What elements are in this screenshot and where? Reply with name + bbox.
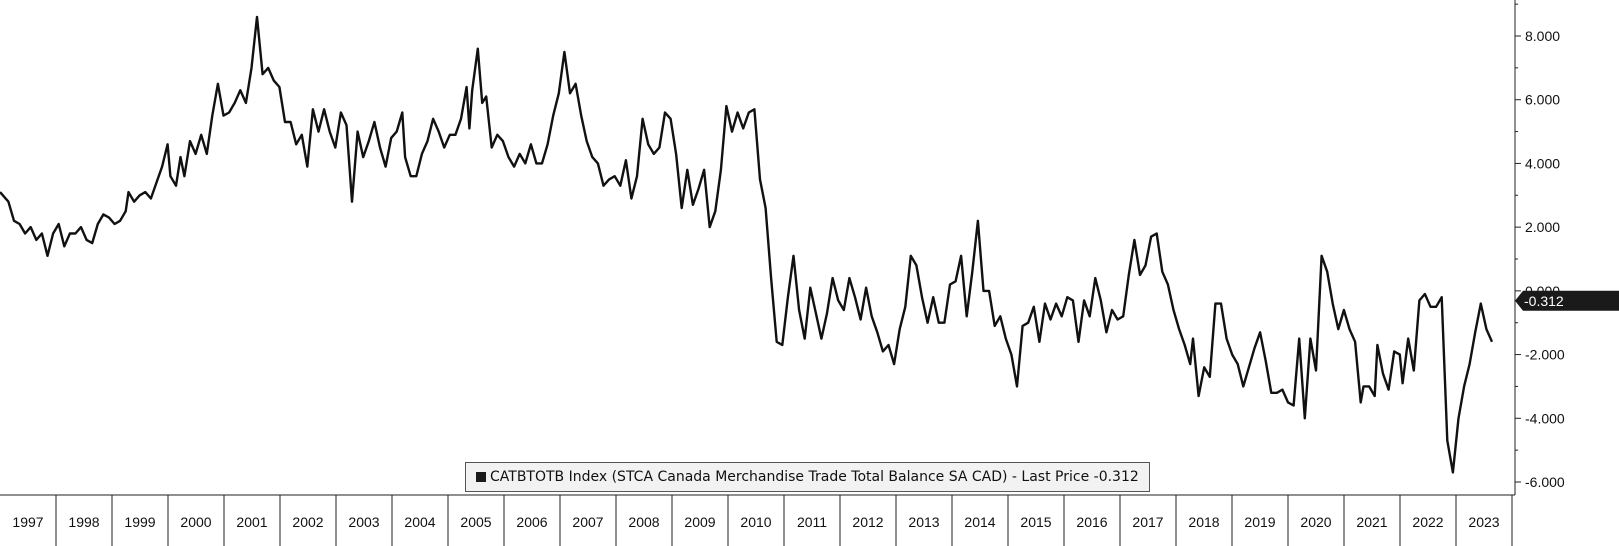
y-axis: 8.0006.0004.0002.0000.000-2.000-4.000-6.…	[1514, 0, 1565, 495]
y-tick-label: -2.000	[1525, 347, 1565, 363]
x-tick-label: 2007	[572, 514, 603, 530]
x-tick-label: 2009	[684, 514, 715, 530]
y-tick-label: -4.000	[1525, 410, 1565, 426]
x-tick-label: 2014	[964, 514, 995, 530]
last-price-marker: -0.312	[1515, 290, 1619, 311]
x-tick-label: 2018	[1188, 514, 1219, 530]
x-axis: 1997 1998 1999 2000 2001 2002 2003 2004 2005 2006…	[0, 494, 1515, 546]
x-tick-label: 2001	[236, 514, 267, 530]
x-tick-label: 2008	[628, 514, 659, 530]
x-tick-label: 2002	[292, 514, 323, 530]
x-tick-label: 2012	[852, 514, 883, 530]
x-tick-label: 2016	[1076, 514, 1107, 530]
x-tick-label: 2022	[1412, 514, 1443, 530]
legend-swatch	[476, 472, 486, 482]
x-tick-label: 2020	[1300, 514, 1331, 530]
x-tick-label: 1999	[124, 514, 155, 530]
x-tick-label: 2004	[404, 514, 435, 530]
x-tick-label: 1998	[68, 514, 99, 530]
legend: CATBTOTB Index (STCA Canada Merchandise …	[465, 462, 1150, 492]
x-tick-label: 2011	[797, 514, 827, 530]
legend-text: CATBTOTB Index (STCA Canada Merchandise …	[490, 469, 1139, 485]
plot-area	[0, 15, 1494, 474]
x-tick-label: 2019	[1244, 514, 1275, 530]
x-tick-label: 2015	[1020, 514, 1051, 530]
x-tick-label: 1997	[12, 514, 43, 530]
x-tick-label: 2003	[348, 514, 379, 530]
y-tick-label: 2.000	[1525, 219, 1560, 235]
x-tick-label: 2010	[740, 514, 771, 530]
x-tick-label: 2013	[908, 514, 939, 530]
y-tick-label: 4.000	[1525, 155, 1560, 171]
x-tick-label: 2021	[1356, 514, 1387, 530]
series-line	[0, 15, 1494, 474]
x-tick-label: 2017	[1132, 514, 1163, 530]
last-price-label: -0.312	[1524, 293, 1564, 309]
x-tick-label: 2000	[180, 514, 211, 530]
x-tick-label: 2023	[1468, 514, 1499, 530]
y-tick-label: 8.000	[1525, 28, 1560, 44]
x-tick-label: 2006	[516, 514, 547, 530]
x-tick-label: 2005	[460, 514, 491, 530]
last-price-badge	[1515, 290, 1619, 311]
y-tick-label: 6.000	[1525, 92, 1560, 108]
y-tick-label: -6.000	[1525, 474, 1565, 490]
